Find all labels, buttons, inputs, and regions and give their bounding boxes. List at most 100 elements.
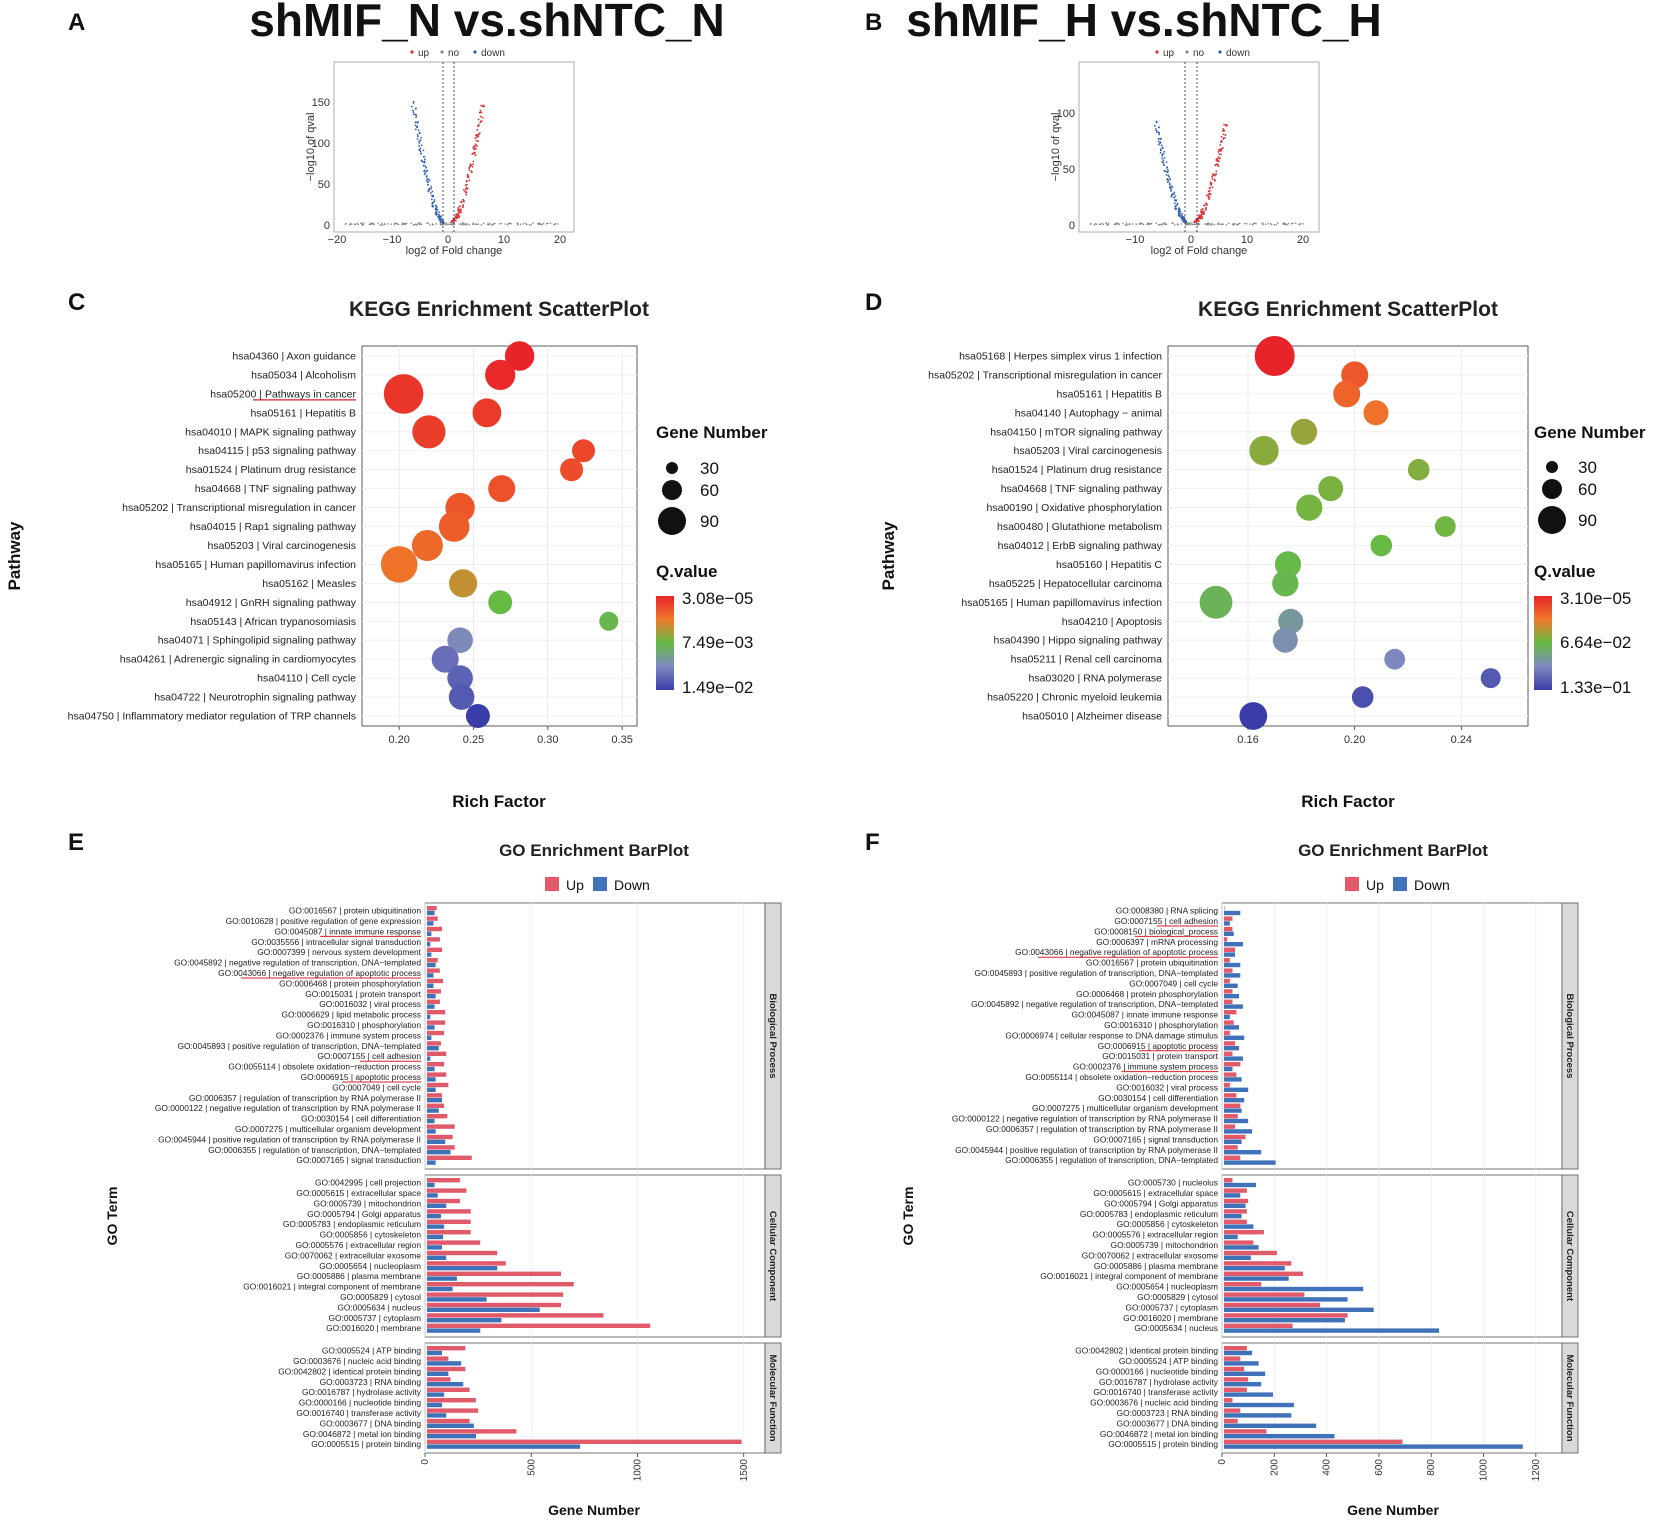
bar-up [427,1282,574,1287]
go-term-label: GO:0006915 | apoptotic process [301,1072,421,1082]
bar-down [427,1087,436,1092]
volcano-point-no [1299,223,1302,225]
legend-dot-no [1185,50,1189,54]
go-term-label: GO:0005886 | plasma membrane [297,1271,421,1281]
volcano-point-down [423,155,426,158]
volcano-point-up [1211,178,1214,180]
volcano-legend-b: up no down [1155,48,1250,59]
scatter-points-d [1199,336,1501,730]
volcano-point-down [425,180,428,182]
bar-up [1224,958,1230,963]
volcano-point-up [455,213,458,216]
go-term-label: GO:0010628 | positive regulation of gene… [226,916,422,926]
bar-up [1224,1408,1241,1413]
volcano-point-down [423,170,425,173]
volcano-point-no [545,223,548,225]
volcano-point-down [431,190,434,193]
volcano-point-up [1215,159,1218,161]
bar-down [427,1129,436,1134]
go-term-label: GO:0006974 | cellular response to DNA da… [1005,1030,1218,1040]
go-term-label: GO:0042995 | cell projection [315,1178,421,1188]
volcano-point-no [420,223,423,226]
y-axis-title-c: Pathway [5,521,24,591]
volcano-point-no [500,222,503,225]
volcano-point-down [413,113,415,116]
bar-up [1224,1271,1304,1276]
volcano-point-down [1167,170,1169,173]
volcano-point-no [396,223,399,225]
go-term-label: GO:0006355 | regulation of transcription… [1005,1155,1218,1165]
pathway-label: hsa05203 | Viral carcinogenesis [208,540,356,552]
y-tick: 100 [312,138,330,150]
pathway-label: hsa03020 | RNA polymerase [1029,673,1163,685]
go-term-label: GO:0005783 | endoplasmic reticulum [1080,1209,1218,1219]
volcano-point-up [477,135,480,138]
size-legend-label: 60 [1578,480,1597,499]
volcano-point-down [425,166,428,169]
bar-up [427,1418,470,1424]
scatter-point [560,458,584,482]
x-tick-label: 0.25 [463,734,484,746]
color-legend-title: Q.value [656,562,717,581]
volcano-point-no [1165,223,1168,226]
go-term-label: GO:0005737 | cytoplasm [1126,1302,1219,1312]
volcano-point-up [475,148,477,150]
legend-dot-no [440,50,444,54]
go-term-label: GO:0005654 | nucleoplasm [1116,1282,1218,1292]
volcano-point-no [1292,222,1294,225]
size-legend-d: Gene Number 30 60 90 [1534,423,1646,534]
volcano-point-no [379,224,382,226]
volcano-point-down [415,116,417,119]
x-tick-label: 0.16 [1237,734,1258,746]
volcano-point-down [412,111,415,113]
volcano-point-no [1107,223,1109,226]
scatter-point [1480,668,1501,689]
y-tick: 150 [312,97,330,109]
volcano-point-down [1158,133,1160,136]
bar-up [427,1082,449,1088]
volcano-point-down [1167,168,1169,171]
volcano-point-up [464,188,467,191]
bar-down [427,1118,435,1124]
bar-up [427,1103,445,1108]
bar-down [1224,1318,1345,1323]
bar-down [1224,1392,1273,1397]
volcano-point-no [1194,223,1196,226]
size-legend-label: 90 [700,512,719,531]
volcano-point-no [468,223,471,226]
volcano-point-no [472,222,475,224]
facet-strip [1561,1342,1579,1454]
volcano-point-down [424,158,426,161]
volcano-point-up [462,200,465,202]
volcano-point-no [417,222,420,224]
bar-down [1224,1203,1246,1208]
bar-down [427,1014,431,1020]
volcano-point-down [1170,187,1172,190]
volcano-point-down [1179,212,1181,215]
volcano-point-no [1146,222,1149,224]
volcano-point-down [427,178,430,181]
bar-down [1224,1087,1249,1092]
x-tick-label: 1000 [1479,1459,1490,1482]
bar-up [1224,1429,1267,1434]
volcano-point-up [460,201,463,203]
volcano-point-no [1220,223,1222,225]
bar-up [427,1093,442,1098]
bar-up [1224,1082,1230,1088]
x-tick-label: 200 [1269,1459,1280,1476]
volcano-point-up [475,139,478,142]
volcano-point-up [474,137,477,140]
bar-down [1224,1328,1440,1333]
pathway-label: hsa01524 | Platinum drug resistance [186,464,356,476]
bar-down [427,1025,435,1030]
size-legend-dot-60 [1542,479,1562,499]
volcano-point-down [425,175,428,177]
scatter-point [1239,702,1268,730]
bar-down [427,994,436,999]
go-term-label: GO:0007275 | multicellular organism deve… [1032,1103,1219,1113]
facet-label: Molecular Function [767,1354,778,1441]
bar-down [1224,910,1241,916]
pathway-label: hsa04261 | Adrenergic signaling in cardi… [120,654,356,666]
bar-down [1224,1434,1335,1439]
volcano-point-down [1163,164,1165,167]
